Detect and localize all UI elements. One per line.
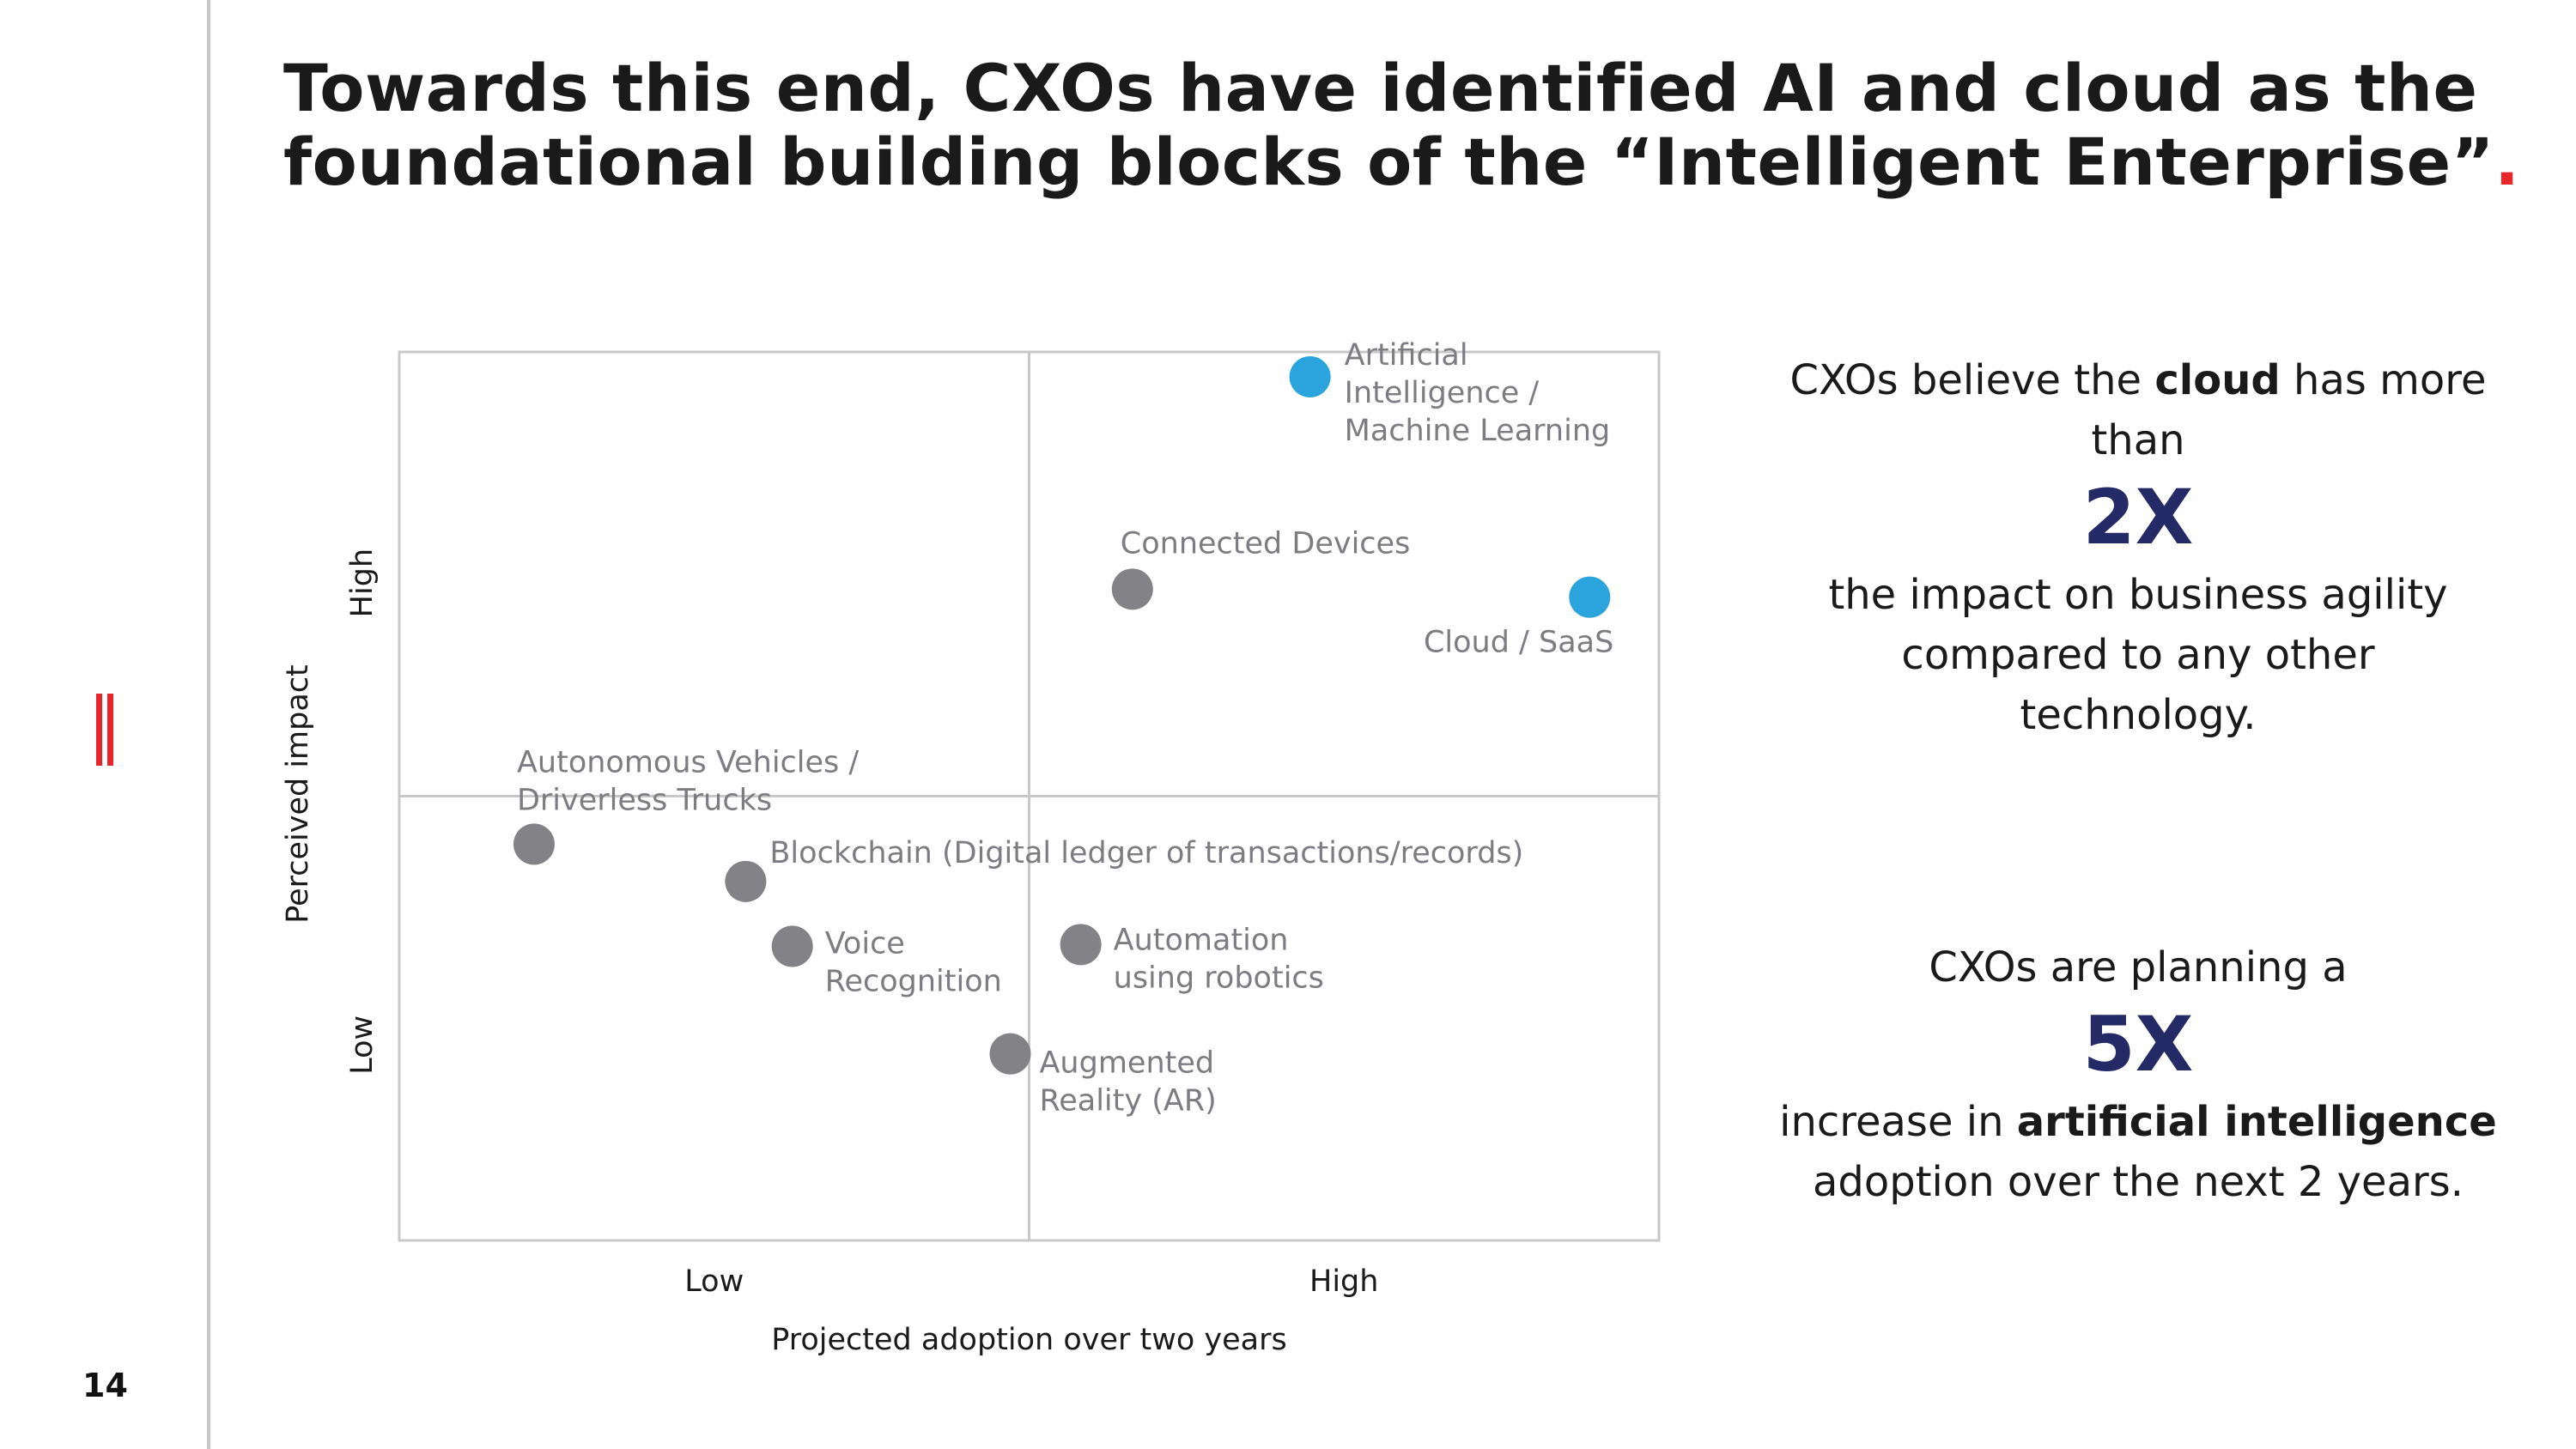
page-title: Towards this end, CXOs have identified A… (283, 50, 2520, 200)
data-point (1060, 924, 1102, 966)
data-point-label: Connected Devices (1121, 526, 1411, 561)
data-point (513, 823, 555, 865)
accent-bars (96, 694, 113, 766)
ai-stat-line-bold: artificial intelligence (2016, 1098, 2497, 1146)
ai-stat-line-pre: increase in (1779, 1098, 2004, 1146)
cloud-stat-than: than (2091, 416, 2185, 464)
cloud-stat-desc-2: compared to any other (1901, 631, 2375, 679)
data-point (1289, 355, 1331, 397)
cloud-stat-bold: cloud (2154, 356, 2281, 404)
sidebar-divider (207, 0, 210, 1449)
title-line-2-text: foundational building blocks of the “Int… (283, 124, 2495, 200)
data-point-label: Voice Recognition (825, 926, 1002, 998)
cloud-stat-desc-3: technology. (2020, 691, 2257, 739)
cloud-stat-desc-1: the impact on business agility (1828, 571, 2448, 619)
data-point-label: Blockchain (Digital ledger of transactio… (769, 836, 1523, 870)
data-point-label: Augmented Reality (AR) (1039, 1046, 1216, 1119)
data-point (1569, 576, 1611, 618)
ai-stat-line: increase in artificial intelligence (1752, 1092, 2524, 1152)
cloud-stat-number: 2X (2082, 473, 2194, 561)
title-line-1: Towards this end, CXOs have identified A… (283, 50, 2478, 126)
cloud-stat: CXOs believe the cloud has more than 2X … (1752, 350, 2524, 745)
y-tick-label: Low (345, 1016, 380, 1075)
data-point (771, 925, 813, 967)
cloud-stat-intro: CXOs believe the cloud has more (1752, 350, 2524, 410)
ai-stat-line-last: adoption over the next 2 years. (1813, 1158, 2464, 1206)
ai-stat-number: 5X (2082, 1000, 2194, 1088)
ai-stat: CXOs are planning a 5X increase in artif… (1752, 937, 2524, 1212)
data-point-label: Cloud / SaaS (1424, 626, 1613, 660)
data-point-label: Automation using robotics (1114, 923, 1324, 995)
data-point (1111, 568, 1153, 610)
ai-stat-intro: CXOs are planning a (1929, 943, 2348, 991)
x-tick-label: Low (684, 1264, 744, 1299)
cloud-stat-pre: CXOs believe the (1789, 356, 2142, 404)
data-point-label: Autonomous Vehicles / Driverless Trucks (517, 745, 859, 817)
x-tick-label: High (1309, 1264, 1378, 1299)
y-tick-label: High (345, 549, 380, 617)
title-line-2: foundational building blocks of the “Int… (283, 124, 2520, 200)
data-point-label: Artificial Intelligence / Machine Learning (1345, 338, 1611, 448)
page-number: 14 (82, 1367, 128, 1404)
x-axis-label: Projected adoption over two years (771, 1323, 1286, 1357)
y-axis-label: Perceived impact (281, 664, 315, 924)
data-point (989, 1033, 1031, 1075)
title-end-dot: . (2494, 124, 2520, 200)
data-point (725, 860, 767, 902)
cloud-stat-post: has more (2293, 356, 2487, 404)
